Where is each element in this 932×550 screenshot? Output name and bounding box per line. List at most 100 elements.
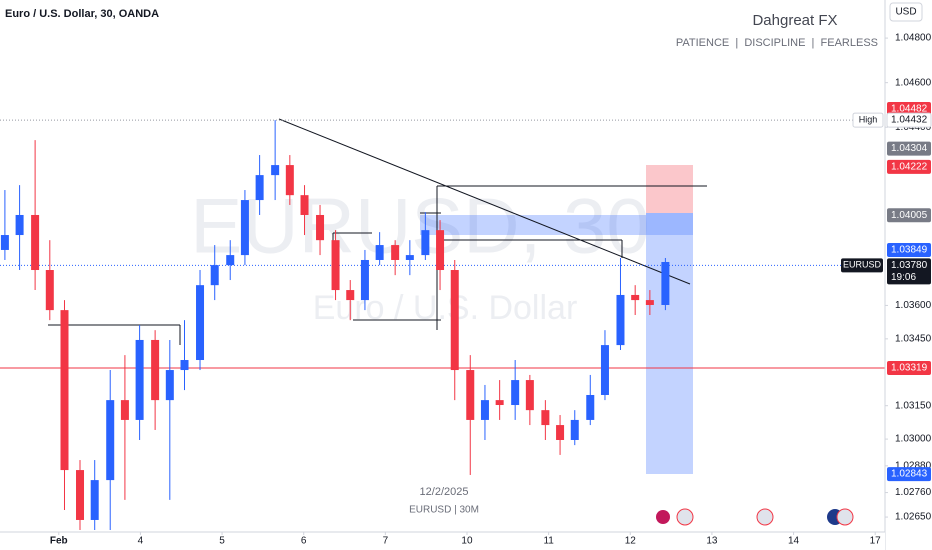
candle-body [375, 245, 384, 260]
price-tag [852, 112, 884, 128]
candle-body [255, 175, 264, 201]
candle-body [391, 245, 400, 260]
y-tick-label: 1.02880 [895, 460, 932, 471]
price-badge [886, 112, 932, 128]
candle-body [226, 255, 235, 266]
candle-body [616, 294, 625, 346]
price-badge-label: 1.04482 [891, 104, 928, 115]
y-tick-label: 1.03600 [895, 300, 932, 311]
price-badge [887, 467, 931, 482]
candle-body [466, 370, 475, 420]
price-tag [841, 258, 883, 273]
candle-body [421, 230, 430, 256]
x-tick-label: 10 [461, 536, 473, 547]
y-tick-label: 1.04600 [895, 77, 932, 88]
candles [0, 120, 670, 530]
candle-body [405, 255, 414, 260]
time-axis [0, 532, 885, 550]
x-tick-label: 14 [788, 536, 800, 547]
candle-body [76, 470, 85, 520]
candle-body [480, 400, 489, 420]
candle-body [525, 380, 534, 411]
candle-body [631, 294, 640, 301]
x-tick-label: 13 [706, 536, 718, 547]
candle-body [300, 195, 309, 215]
candle-body [210, 265, 219, 286]
candle-body [600, 345, 609, 395]
candle-body [511, 380, 520, 406]
candle-body [541, 410, 550, 426]
event-icon[interactable] [756, 508, 774, 526]
axes: Feb45671011121314171.048001.046001.04400… [50, 33, 932, 547]
candle-body [645, 300, 654, 305]
price-badge [887, 208, 931, 223]
candle-body [0, 235, 9, 250]
price-badge-label: 1.04304 [891, 143, 928, 154]
price-badge-label: 1.03849 [891, 245, 928, 256]
y-tick-label: 1.04800 [895, 33, 932, 44]
candle-body [240, 200, 249, 256]
candle-body [495, 400, 504, 406]
y-tick-label: 1.02760 [895, 487, 932, 498]
price-badge [887, 258, 931, 285]
candle-body [60, 310, 69, 471]
price-badge-label: 1.04222 [891, 162, 928, 173]
event-icon[interactable] [656, 510, 670, 524]
price-badge-label: 1.04005 [891, 210, 928, 221]
price-badge [887, 101, 931, 116]
price-badge-label: 1.03780 [891, 260, 928, 271]
price-badge-label: 1.04432 [891, 115, 928, 126]
candle-body [285, 165, 294, 196]
price-tag-label: EURUSD [843, 260, 882, 270]
candle-body [45, 270, 54, 311]
x-tick-label: 17 [870, 536, 882, 547]
x-tick-label: Feb [50, 536, 68, 547]
x-tick-label: 12 [625, 536, 637, 547]
candle-body [90, 480, 99, 520]
price-badge [887, 242, 931, 257]
price-badge [887, 141, 931, 156]
y-tick-label: 1.02650 [895, 512, 932, 523]
y-tick-label: 1.03450 [895, 333, 932, 344]
currency[interactable]: USD [895, 7, 916, 18]
level-lines [0, 119, 885, 369]
currency-button[interactable] [889, 2, 923, 22]
candle-body [570, 419, 579, 440]
x-tick-label: 11 [543, 536, 554, 547]
candle-body [151, 339, 160, 401]
candle-body [180, 360, 189, 371]
event-icon[interactable] [836, 508, 854, 526]
candle-body [346, 290, 355, 301]
candle-body [661, 261, 670, 305]
chart-title: Euro / U.S. Dollar, 30, OANDA [5, 8, 159, 20]
price-badge [887, 361, 931, 376]
zone [420, 215, 646, 235]
price-badge-label: 1.02843 [891, 469, 928, 480]
footer: EURUSD | 30M [409, 505, 479, 516]
watermark-description: Euro / U.S. Dollar [313, 289, 578, 327]
candle-body [15, 214, 24, 236]
price-tag-label: High [859, 114, 878, 124]
candle-body [450, 270, 459, 371]
candle-body [586, 394, 595, 420]
candle-body [436, 230, 445, 271]
candle-body [135, 339, 144, 420]
candle-body [196, 285, 205, 361]
price-badge [887, 159, 931, 174]
tagline: PATIENCE | DISCIPLINE | FEARLESS [676, 37, 878, 49]
entry-zone [646, 213, 693, 235]
candle-body [165, 370, 174, 401]
x-tick-label: 4 [138, 536, 144, 547]
countdown: 19:06 [891, 272, 916, 283]
brand: Dahgreat FX [752, 12, 837, 29]
stop-zone [646, 165, 693, 213]
y-tick-label: 1.03150 [895, 400, 932, 411]
candle-body [556, 425, 565, 440]
event-icon[interactable] [676, 508, 694, 526]
candle-body [271, 165, 280, 176]
watermark-symbol: EURUSD, 30 [190, 182, 649, 270]
event-icons [656, 508, 854, 526]
candle-body [120, 400, 129, 420]
